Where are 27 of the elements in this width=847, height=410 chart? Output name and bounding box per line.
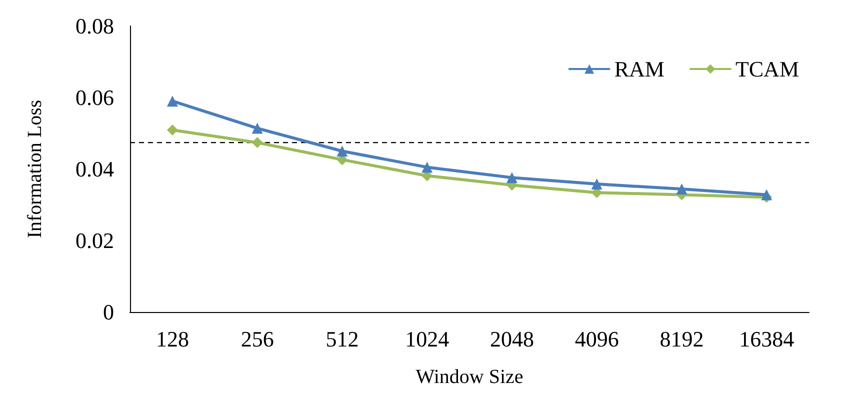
point	[676, 184, 688, 195]
legend-label: RAM	[614, 56, 664, 82]
point	[506, 172, 518, 184]
y-axis-title: Information Loss	[24, 100, 46, 238]
point	[252, 137, 263, 148]
x-tick-label: 256	[240, 326, 274, 352]
y-tick-label: 0.04	[76, 156, 114, 182]
y-tick-label: 0.08	[76, 14, 114, 38]
point	[252, 122, 263, 134]
legend-label: TCAM	[735, 56, 799, 82]
point	[422, 162, 433, 173]
x-tick-label: 8192	[660, 326, 704, 352]
x-tick-label: 4096	[574, 326, 619, 352]
y-tick-label: 0.06	[76, 85, 114, 110]
x-tick-label: 16384	[739, 326, 794, 352]
y-tick-label: 0.02	[76, 228, 114, 253]
x-tick-label: 512	[326, 326, 359, 352]
x-tick-label: 128	[156, 326, 189, 352]
point	[166, 124, 178, 136]
x-axis-title: Window Size	[416, 366, 524, 388]
text: 0	[103, 300, 114, 324]
point	[166, 96, 178, 107]
point	[761, 189, 772, 200]
point	[336, 146, 348, 157]
x-tick-label: 2048	[490, 326, 534, 352]
x-tick-label: 1024	[405, 326, 450, 352]
point	[591, 178, 602, 190]
